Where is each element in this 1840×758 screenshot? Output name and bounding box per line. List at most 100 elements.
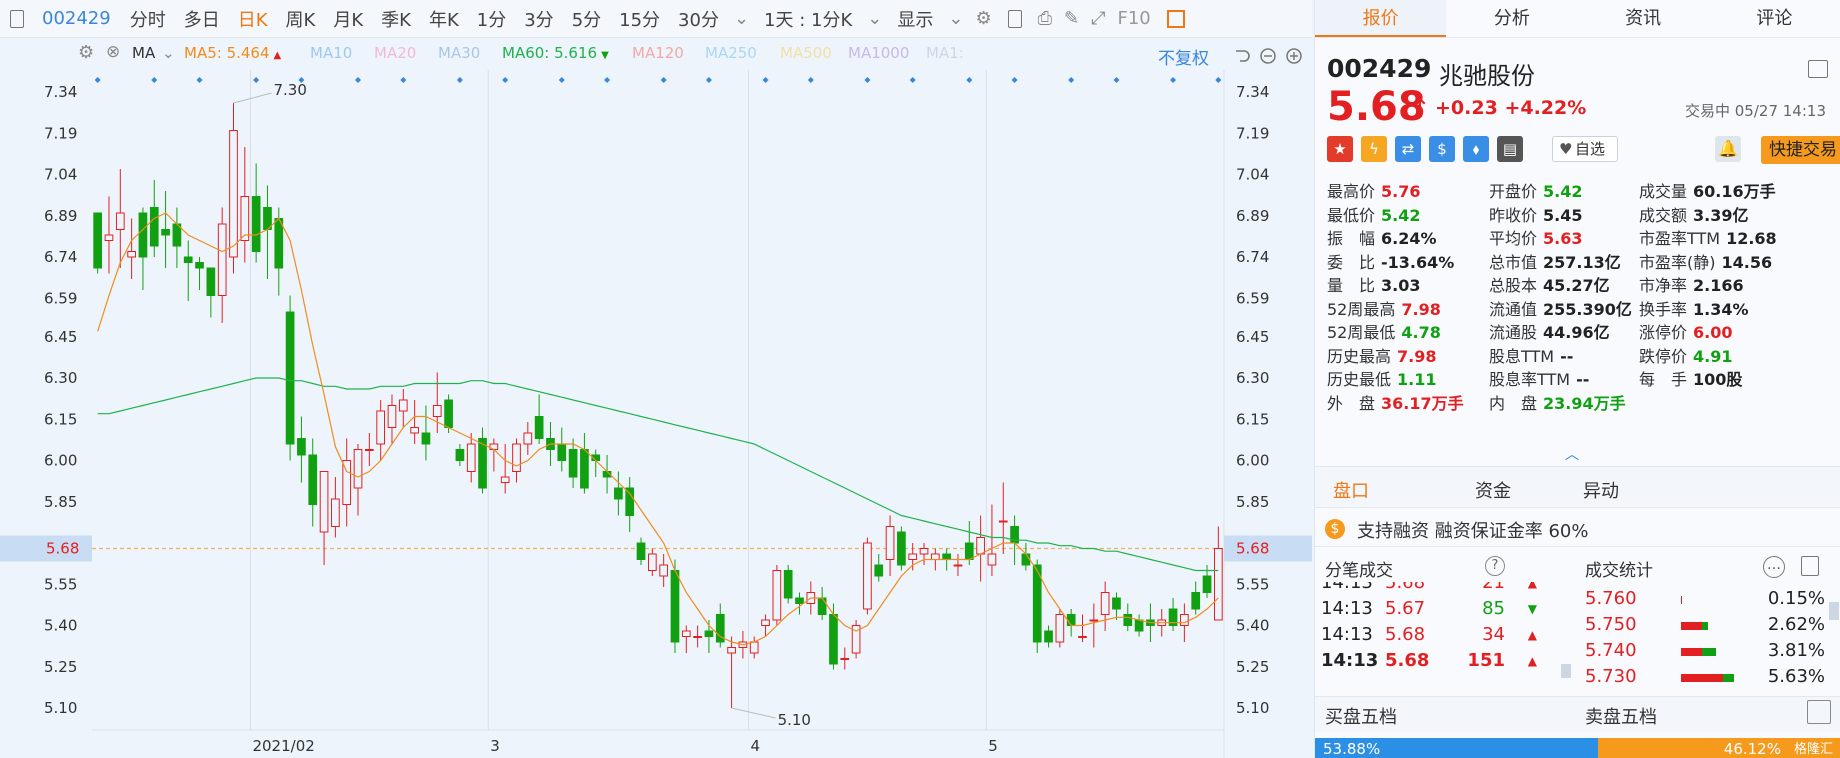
ma-legend-item[interactable]: MA5: 5.464 ▲	[184, 44, 281, 62]
help-icon[interactable]: ?	[1485, 556, 1505, 576]
period-tab[interactable]: 30分	[678, 9, 719, 31]
margin-info: $ 支持融资 融资保证金率 60%	[1315, 509, 1840, 547]
candle-body	[987, 553, 997, 566]
event-marker	[660, 77, 667, 83]
ma-close-icon[interactable]: ⊗	[106, 42, 121, 62]
ma-legend-item[interactable]: MA1:	[926, 44, 964, 62]
camera-icon[interactable]: ⎙	[1037, 8, 1052, 29]
resize-icon[interactable]	[1807, 700, 1831, 724]
stat-value: 45.27亿	[1543, 276, 1610, 295]
period-tab[interactable]: 季K	[381, 9, 411, 31]
period-tab[interactable]: 1分	[476, 9, 507, 31]
period-tab[interactable]: 分时	[129, 9, 166, 31]
pencil-icon[interactable]: ✎	[1064, 8, 1080, 29]
tick-list[interactable]: 14:13 5.68 21 ▲ 14:13 5.67 85 ▼ 14:13 5.68 34 ▲ 14:1…	[1321, 582, 1541, 692]
candle-body	[523, 432, 533, 445]
candle-body	[206, 267, 216, 296]
candlestick-chart[interactable]: 2021/02 3 4 5 7.34 7.34 7.19 7.19 7.04 7.04 6.89 6.…	[0, 70, 1312, 758]
candle	[251, 163, 261, 263]
ma-name: MA250	[705, 44, 757, 62]
ma-legend-item[interactable]: MA120	[632, 44, 684, 62]
candle-body	[749, 641, 759, 654]
vstats-scrollbar[interactable]	[1829, 602, 1839, 620]
candle-body	[432, 405, 442, 417]
candle	[353, 444, 363, 516]
candle-body	[1168, 608, 1178, 626]
tick-row: 14:13 5.68 21 ▲	[1321, 582, 1541, 600]
chevron-down-icon[interactable]: ⌄	[162, 44, 175, 62]
chart-controls-icons[interactable]	[1230, 44, 1312, 70]
vs-bar-red	[1681, 622, 1702, 630]
display-menu[interactable]: 显示	[897, 9, 934, 31]
candle-body	[331, 498, 340, 527]
ma-legend-item[interactable]: MA250	[705, 44, 757, 62]
ma-legend-item[interactable]: MA1000	[848, 44, 909, 62]
panel-menu-icon[interactable]	[1808, 60, 1828, 78]
x-tick-label: 2021/02	[252, 737, 314, 755]
panel-tab[interactable]: 分析	[1493, 8, 1530, 29]
sell-depth-bar: 46.12%	[1598, 738, 1840, 758]
ticks-scrollbar[interactable]	[1561, 664, 1571, 678]
ma-legend-item[interactable]: MA60: 5.616 ▼	[502, 44, 609, 62]
frame-icon[interactable]	[1007, 9, 1022, 28]
ma-legend-item[interactable]: MA10	[310, 44, 352, 62]
event-marker	[355, 77, 362, 83]
tick-volume: 21	[1482, 582, 1505, 593]
shuffle-icon[interactable]: ⇄	[1395, 136, 1421, 162]
range-selector[interactable]: 1天 : 1分K	[764, 9, 853, 31]
period-tab[interactable]: 月K	[333, 9, 364, 31]
period-tab[interactable]: 周K	[285, 9, 316, 31]
sub-tab[interactable]: 资金	[1475, 481, 1511, 502]
ma-legend: ⚙ ⊗ MA ⌄ MA5: 5.464 ▲ MA10 MA20 MA30 MA60: 5.616 ▼…	[0, 42, 1240, 70]
period-tab[interactable]: 15分	[619, 9, 661, 31]
dollar-icon[interactable]: $	[1429, 136, 1455, 162]
ma-settings-icon[interactable]: ⚙	[78, 42, 95, 63]
adjust-button[interactable]: 不复权	[1158, 49, 1209, 69]
bell-icon[interactable]: 🔔	[1715, 136, 1741, 162]
volume-stats-list[interactable]: 5.760 0.15% 5.750 2.62% 5.740 3.81% 5.730 5.63%	[1585, 588, 1825, 692]
ma-value: 5.616	[554, 44, 598, 62]
panel-tab[interactable]: 评论	[1756, 8, 1793, 29]
candle-body	[840, 658, 850, 660]
panel-toggle-icon[interactable]	[1166, 9, 1185, 28]
panel-tab[interactable]: 报价	[1315, 0, 1447, 37]
chevron-down-icon[interactable]: ⌄	[867, 8, 883, 29]
document-icon[interactable]	[1801, 556, 1819, 576]
period-tab[interactable]: 5分	[571, 9, 602, 31]
china-flag-icon[interactable]: ★	[1327, 136, 1353, 162]
fullscreen-icon[interactable]: ⤢	[1091, 8, 1106, 29]
panel-tab[interactable]: 资讯	[1625, 8, 1662, 29]
quick-trade-button[interactable]: 快捷交易	[1761, 136, 1840, 164]
period-tab[interactable]: 年K	[428, 9, 459, 31]
sub-tab[interactable]: 异动	[1583, 481, 1619, 502]
settings-gear-icon[interactable]: ⚙	[975, 8, 992, 29]
add-watchlist-button[interactable]: ♥ 自选	[1552, 136, 1618, 162]
sidebar-toggle-icon[interactable]	[10, 9, 24, 28]
stat-value: 12.68	[1726, 229, 1777, 248]
event-marker	[1011, 77, 1018, 83]
chevron-down-icon[interactable]: ⌄	[948, 8, 964, 29]
period-tab[interactable]: 日K	[237, 9, 268, 31]
ma-legend-item[interactable]: MA20	[374, 44, 416, 62]
toolbar-stock-code[interactable]: 002429	[42, 8, 111, 29]
ma-label[interactable]: MA	[132, 44, 156, 62]
candle	[647, 548, 657, 576]
period-tab[interactable]: 3分	[524, 9, 554, 31]
collapse-caret-icon[interactable]: ︿	[1565, 447, 1579, 463]
lightning-icon[interactable]: ϟ	[1361, 136, 1387, 162]
sub-tab[interactable]: 盘口	[1333, 481, 1369, 502]
stat-value: 44.96亿	[1543, 323, 1610, 342]
chevron-down-icon[interactable]: ⌄	[733, 8, 750, 29]
more-icon[interactable]: …	[1763, 556, 1785, 578]
tag-icon[interactable]: ⬧	[1463, 136, 1489, 162]
candle-body	[1089, 619, 1099, 622]
event-marker	[807, 77, 814, 83]
period-tab[interactable]: 多日	[183, 9, 220, 31]
candle-body	[138, 212, 148, 258]
ma-legend-item[interactable]: MA30	[438, 44, 480, 62]
ma-legend-item[interactable]: MA500	[780, 44, 832, 62]
f10-button[interactable]: F10	[1117, 8, 1151, 29]
y-tick-label-right: 5.40	[1236, 617, 1269, 635]
stat-item: 最高价 5.76	[1327, 178, 1421, 202]
bookmark-icon[interactable]: ▤	[1497, 136, 1523, 162]
